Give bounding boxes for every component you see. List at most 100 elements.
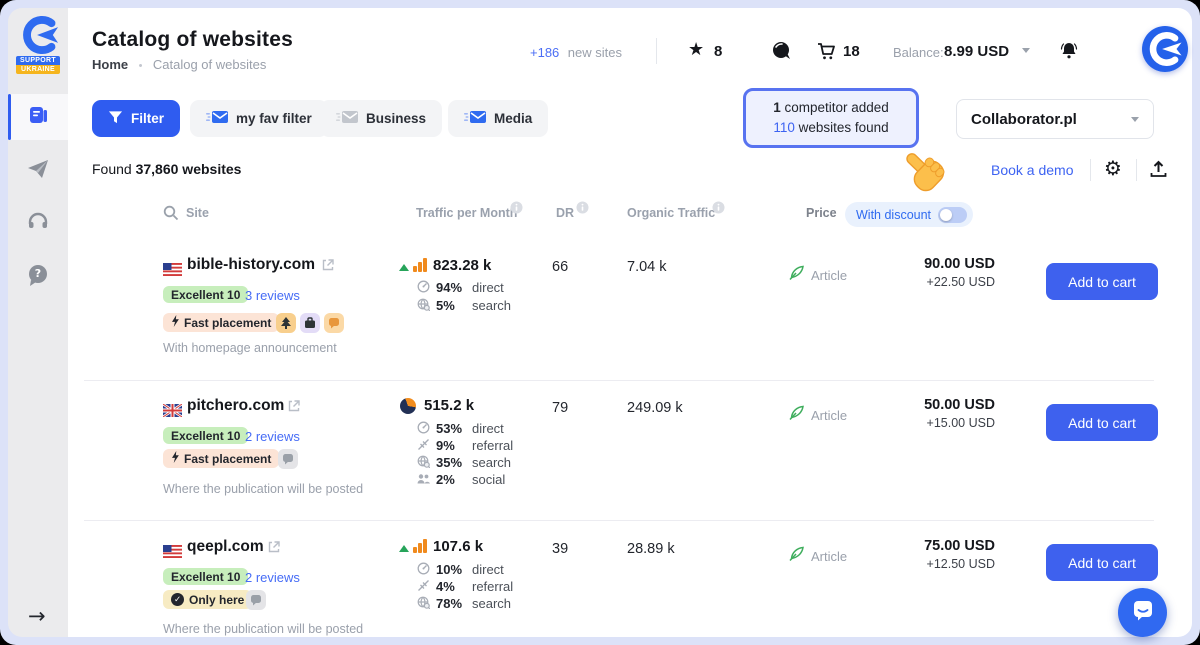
external-link-icon[interactable] [268,540,280,558]
only-here-badge: ✓ Only here [163,590,253,609]
only-here-badge-label: Only here [189,592,245,607]
row-divider [84,380,1154,381]
similarweb-icon [400,398,416,414]
dr-info-icon[interactable] [576,201,589,219]
site-domain-link[interactable]: qeepl.com [187,538,264,555]
mail-filter-icon-gray [336,110,358,127]
dr-value: 39 [552,541,569,557]
select-caret-icon [1131,116,1139,122]
source-label: search [472,455,512,470]
my-fav-filter-button[interactable]: my fav filter [190,100,328,137]
collaborator-logo-icon[interactable] [20,14,62,61]
col-header-dr[interactable]: DR [556,206,575,220]
expand-sidebar-arrow-icon[interactable]: → [28,604,46,628]
source-pct: 4% [436,579,455,594]
settings-gear-icon[interactable]: ⚙ [1104,156,1122,180]
comment-icon-gray[interactable] [278,449,298,469]
paper-plane-icon [26,157,50,186]
export-upload-icon[interactable] [1150,160,1167,183]
actions-divider-1 [1090,159,1091,181]
site-domain-link[interactable]: bible-history.com [187,256,316,273]
with-discount-pill[interactable]: With discount [845,202,974,227]
homepage-tree-icon[interactable] [276,313,296,333]
lightning-bolt-icon [171,315,179,330]
site-search-icon[interactable] [163,205,179,226]
found-prefix: Found [92,161,132,177]
rating-badge: Excellent 10 [163,286,249,303]
business-filter-button[interactable]: Business [320,100,443,137]
site-domain-link[interactable]: pitchero.com [187,397,285,414]
traffic-bars-icon [413,539,427,553]
filter-button[interactable]: Filter [92,100,181,137]
favorites-count: 8 [714,43,723,60]
content-type: Article [811,268,848,283]
add-to-cart-button[interactable]: Add to cart [1046,404,1158,441]
traffic-info-icon[interactable] [510,201,523,219]
reviews-link[interactable]: 2 reviews [245,429,300,444]
source-label: search [472,596,512,611]
source-pct: 94% [436,280,463,295]
col-header-traffic[interactable]: Traffic per Month [416,206,518,220]
article-feather-icon [788,545,805,567]
media-filter-button[interactable]: Media [448,100,549,137]
us-flag-icon [163,545,182,563]
row-note: Where the publication will be posted [163,482,364,496]
breadcrumb-home[interactable]: Home [92,57,129,72]
reviews-link[interactable]: 3 reviews [245,288,300,303]
business-briefcase-icon[interactable] [300,313,320,333]
mail-filter-icon-blue2 [464,110,486,127]
price-extra: +22.50 USD [926,275,995,289]
sidebar-item-campaigns[interactable] [8,148,68,194]
col-header-organic[interactable]: Organic Traffic [627,206,716,220]
chat-bubble-icon[interactable] [772,41,792,66]
project-select[interactable]: Collaborator.pl [956,99,1154,139]
sidebar-item-help[interactable]: ? [8,252,68,298]
filter-button-label: Filter [131,111,165,126]
comment-icon-orange[interactable] [324,313,344,333]
referral-source-icon [417,579,430,597]
book-a-demo-link[interactable]: Book a demo [991,162,1074,178]
dr-value: 79 [552,400,569,416]
discount-toggle[interactable] [938,206,968,223]
sidebar-item-catalog[interactable] [8,94,68,140]
external-link-icon[interactable] [322,258,334,276]
pointing-hand-icon [896,143,955,207]
organic-info-icon[interactable] [712,201,725,219]
comment-icon-gray[interactable] [246,590,266,610]
project-select-value: Collaborator.pl [971,110,1077,128]
favorites-star-icon[interactable]: ★ [688,39,705,60]
funnel-icon [108,110,123,128]
add-to-cart-button[interactable]: Add to cart [1046,263,1158,300]
active-indicator [8,94,11,140]
ukraine-label: UKRAINE [16,65,60,74]
source-pct: 53% [436,421,463,436]
col-header-price[interactable]: Price [806,206,837,220]
with-discount-label: With discount [856,207,932,222]
websites-found-text: websites found [798,120,889,135]
sidebar-item-support[interactable] [8,200,68,246]
placement-badge: Fast placement [163,313,280,332]
balance-caret-icon[interactable] [1022,48,1030,53]
notifications-bell-icon[interactable] [1058,40,1080,67]
price-block: 90.00 USD +22.50 USD [870,256,995,289]
content-type: Article [811,549,848,564]
dr-value: 66 [552,259,569,275]
live-chat-launcher[interactable] [1118,588,1167,637]
catalog-icon [26,103,50,132]
direct-source-icon [417,421,430,439]
organic-traffic-value: 249.09 k [627,400,683,416]
reviews-link[interactable]: 2 reviews [245,570,300,585]
user-avatar-collaborator-logo[interactable] [1142,26,1188,72]
col-header-site[interactable]: Site [186,206,209,220]
external-link-icon[interactable] [288,399,300,417]
add-to-cart-button[interactable]: Add to cart [1046,544,1158,581]
new-sites-indicator[interactable]: +186 new sites [530,44,622,62]
found-count: 37,860 websites [135,161,242,177]
search-source-icon [417,298,431,316]
rating-badge: Excellent 10 [163,427,249,444]
balance-value[interactable]: 8.99 USD [944,43,1010,60]
cart-icon[interactable] [816,41,836,66]
organic-traffic-value: 28.89 k [627,541,675,557]
source-label: search [472,298,512,313]
question-bubble-icon: ? [26,263,50,287]
